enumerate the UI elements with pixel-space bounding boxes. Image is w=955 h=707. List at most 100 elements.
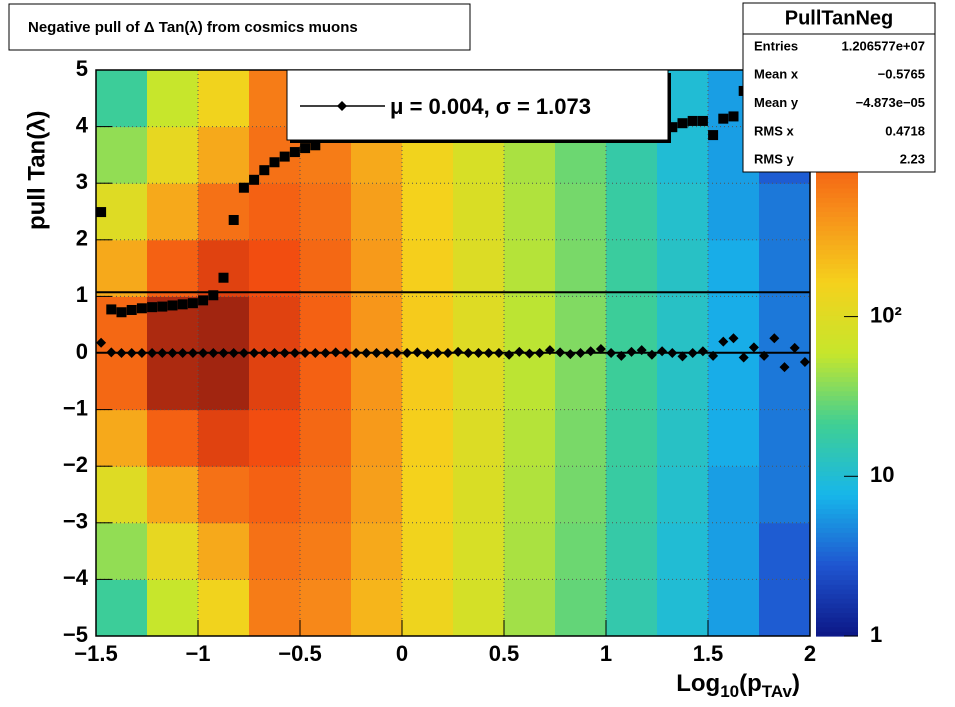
heat-cell (96, 466, 148, 524)
colorbar-step (816, 390, 858, 397)
heat-cell (402, 296, 454, 354)
colorbar-step (816, 305, 858, 312)
heat-cell (657, 296, 709, 354)
x-tick-label: 1.5 (693, 641, 724, 666)
colorbar-step (816, 574, 858, 580)
heat-cell (351, 183, 403, 241)
heat-cell (300, 183, 352, 241)
rms-marker (259, 165, 270, 176)
colorbar-step (816, 301, 858, 307)
mean-marker (483, 348, 494, 358)
mean-marker (565, 349, 576, 360)
heat-cell (249, 522, 301, 580)
rms-marker (697, 115, 708, 126)
colorbar-step (816, 626, 858, 632)
y-tick-label: 1 (76, 282, 88, 307)
heat-cell (606, 466, 658, 524)
colorbar-step (816, 268, 858, 274)
x-label-sub: 10 (720, 682, 739, 701)
mean-marker (779, 362, 790, 373)
heat-cell (198, 579, 250, 637)
mean-marker (412, 347, 423, 358)
x-tick-label: 0 (396, 641, 408, 666)
heat-cell (555, 183, 607, 241)
heat-cell (606, 579, 658, 637)
heat-cell (708, 296, 760, 354)
colorbar-step (816, 329, 858, 335)
rms-marker (249, 174, 260, 185)
colorbar-step (816, 216, 858, 222)
rms-marker (218, 272, 229, 283)
heat-cell (606, 409, 658, 467)
mean-marker (238, 348, 249, 358)
stats-label: RMS x (754, 123, 795, 138)
mean-marker (524, 348, 535, 359)
colorbar-step (816, 428, 858, 434)
heat-cell (504, 183, 556, 241)
rms-marker (198, 295, 209, 306)
mean-marker (708, 350, 719, 361)
heat-cell (504, 409, 556, 467)
stats-value: −4.873e−05 (856, 95, 925, 110)
colorbar-step (816, 367, 858, 373)
rms-marker (157, 301, 168, 312)
y-tick-label: −4 (63, 565, 89, 590)
heat-cell (759, 296, 811, 354)
mean-marker (361, 348, 372, 358)
x-tick-label: −1 (185, 641, 210, 666)
heat-cell (504, 239, 556, 297)
colorbar-step (816, 338, 858, 345)
heat-cell (453, 239, 505, 297)
mean-marker (218, 348, 229, 358)
colorbar-step (816, 475, 858, 481)
colorbar-step (816, 386, 858, 392)
colorbar-step (816, 376, 858, 382)
rms-marker (116, 307, 127, 318)
heat-cell (300, 522, 352, 580)
colorbar-step (816, 192, 858, 198)
heat-cell (657, 409, 709, 467)
x-axis-label: Log10(pTAv) (676, 670, 800, 701)
heat-cell (708, 579, 760, 637)
heat-cell (351, 522, 403, 580)
mean-marker (391, 348, 402, 358)
mean-marker (616, 350, 627, 361)
colorbar-step (816, 291, 858, 297)
heat-cell (453, 296, 505, 354)
colorbar-step (816, 503, 858, 510)
colorbar-step (816, 452, 858, 458)
colorbar-step (816, 258, 858, 264)
rms-marker (187, 298, 198, 309)
heat-cell (504, 353, 556, 411)
mean-marker (493, 348, 504, 358)
heat-cell (300, 466, 352, 524)
mean-marker (310, 348, 321, 358)
colorbar-step (816, 277, 858, 283)
mean-marker (667, 348, 678, 358)
heat-cell (96, 126, 148, 184)
rms-marker (718, 113, 729, 124)
heat-cell (351, 466, 403, 524)
heat-cell (96, 353, 148, 411)
colorbar-step (816, 206, 858, 213)
heat-cell (759, 239, 811, 297)
heat-cell (504, 466, 556, 524)
heat-cell (147, 70, 199, 128)
heat-cell (504, 579, 556, 637)
colorbar-step (816, 584, 858, 590)
heat-cell (198, 70, 250, 128)
heat-cell (657, 239, 709, 297)
colorbar-step (816, 183, 858, 189)
heat-cell (555, 522, 607, 580)
x-label-part: Log (676, 670, 720, 697)
heat-cell (249, 409, 301, 467)
mean-marker (442, 348, 453, 358)
colorbar-step (816, 598, 858, 604)
heat-cell (555, 296, 607, 354)
heat-cell (708, 409, 760, 467)
heat-cell (351, 353, 403, 411)
colorbar-tick-label: 10² (870, 302, 902, 327)
heat-cell (351, 579, 403, 637)
rms-marker (279, 151, 290, 162)
